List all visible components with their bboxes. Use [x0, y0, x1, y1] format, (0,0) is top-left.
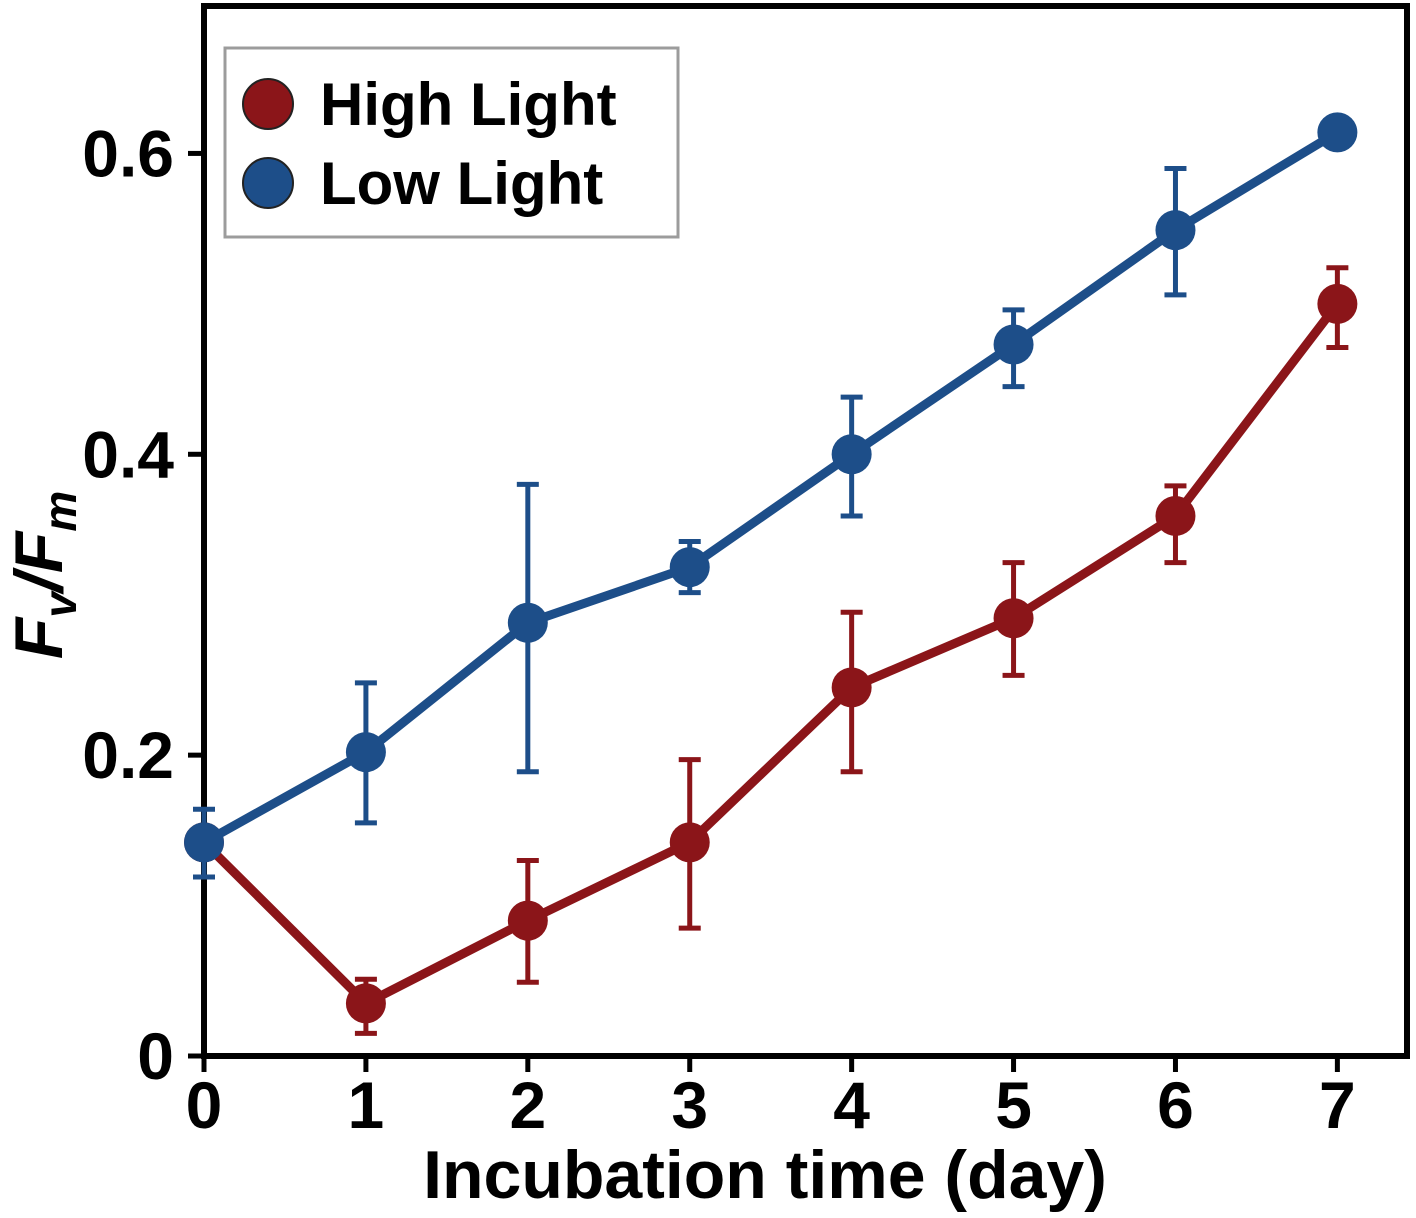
y-tick-label: 0.4	[82, 417, 174, 491]
data-point-high-light-day-2	[507, 900, 548, 941]
data-point-high-light-day-1	[345, 983, 386, 1024]
legend-label-high-light: High Light	[320, 71, 617, 138]
data-point-low-light-day-2	[507, 602, 548, 643]
x-axis-title: Incubation time (day)	[423, 1137, 1107, 1213]
x-tick-label: 0	[186, 1068, 223, 1142]
x-tick-label: 2	[509, 1068, 546, 1142]
data-point-low-light-day-7	[1317, 112, 1358, 153]
plot-area	[184, 112, 1358, 1036]
x-tick-label: 1	[348, 1068, 385, 1142]
data-point-high-light-day-5	[993, 598, 1034, 639]
x-tick-label: 4	[833, 1068, 870, 1142]
series-line-high-light	[200, 301, 1341, 1009]
axes: 0 0.2 0.4 0.6 0 1 2 3 4 5 6 7	[82, 116, 1355, 1142]
x-tick-label: 6	[1157, 1068, 1194, 1142]
series-low-light	[184, 112, 1358, 880]
data-point-low-light-day-3	[669, 547, 710, 588]
data-point-low-light-day-4	[831, 434, 872, 475]
data-point-low-light-day-5	[993, 324, 1034, 365]
legend-box	[223, 46, 680, 239]
data-point-low-light-day-1	[345, 732, 386, 773]
data-point-low-light-day-0	[184, 822, 224, 863]
x-tick-label: 7	[1319, 1068, 1356, 1142]
series-line-low-light	[201, 128, 1340, 847]
y-tick-label: 0	[137, 1019, 174, 1093]
data-point-high-light-day-3	[669, 822, 710, 863]
x-tick-label: 5	[995, 1068, 1032, 1142]
x-tick-label: 3	[671, 1068, 708, 1142]
data-point-high-light-day-7	[1317, 283, 1358, 324]
y-tick-label: 0.2	[82, 718, 174, 792]
legend-label-low-light: Low Light	[320, 150, 603, 217]
data-point-high-light-day-6	[1155, 495, 1196, 536]
data-point-high-light-day-4	[831, 667, 872, 708]
legend: High Light Low Light	[223, 46, 680, 239]
data-point-low-light-day-6	[1155, 210, 1196, 251]
series-high-light	[184, 265, 1358, 1036]
legend-entry-low-light: Low Light	[242, 150, 603, 217]
legend-marker-low-light	[242, 157, 294, 209]
plot-border	[201, 3, 1410, 1059]
y-axis-title: Fv/Fm	[1, 491, 86, 660]
y-tick-label: 0.6	[82, 116, 174, 190]
legend-marker-high-light	[242, 78, 294, 130]
legend-entry-high-light: High Light	[242, 71, 617, 138]
